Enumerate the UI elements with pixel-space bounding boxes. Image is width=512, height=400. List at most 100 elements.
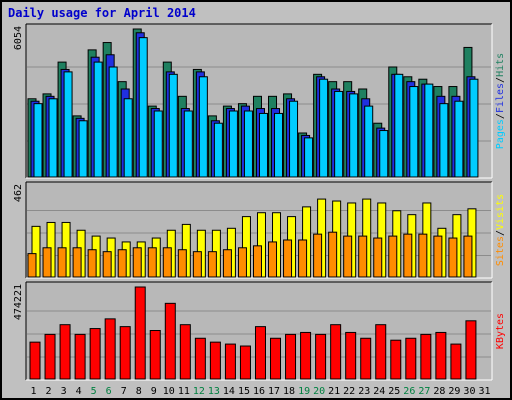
visits-bar-sites [27,253,37,278]
kbytes-bar-kbytes [360,337,372,380]
x-tick-label: 11 [178,386,190,397]
kbytes-bar-kbytes [405,337,417,380]
visits-bar-sites [268,241,278,278]
usage-bar-pages [183,110,193,178]
visits-bar-sites [358,235,368,278]
usage-bar-pages [274,112,284,178]
legend-visits: Visits [495,194,506,230]
kbytes-bar-kbytes [375,324,387,380]
kbytes-bar-kbytes [209,341,221,380]
x-tick-label: 30 [463,386,475,397]
x-tick-label: 18 [283,386,295,397]
x-tick-label: 23 [358,386,370,397]
visits-bar-sites [117,249,127,278]
legend-hits: Hits [495,53,506,77]
visits-bar-sites [207,251,217,278]
usage-bar-pages [78,120,88,178]
visits-panel: 462 Sites/Visits [13,181,506,279]
x-tick-label: 31 [478,386,490,397]
visits-bar-sites [57,247,67,278]
usage-bar-pages [168,73,178,178]
x-tick-label: 9 [151,386,157,397]
kbytes-bar-kbytes [300,331,312,380]
kbytes-panel: 474221 KBytes [13,281,506,381]
visits-bar-sites [328,231,338,278]
legend-sites: Sites [495,236,506,266]
visits-bar-sites [313,233,323,278]
usage-bar-pages [334,90,344,178]
usage-bar-pages [213,122,223,178]
usage-bar-pages [153,110,163,178]
kbytes-bar-kbytes [59,324,71,380]
visits-legend: Sites/Visits [495,194,506,266]
x-tick-label: 19 [298,386,310,397]
usage-bar-pages [454,100,464,178]
x-tick-label: 7 [121,386,127,397]
visits-bar-sites [418,233,428,278]
usage-bar-pages [349,93,359,178]
visits-bar-sites [102,251,112,278]
x-tick-label: 5 [91,386,97,397]
usage-bar-pages [379,130,389,178]
kbytes-bar-kbytes [254,326,266,380]
usage-bar-pages [138,37,148,178]
legend-kbytes: KBytes [495,313,506,349]
usage-panel: 6054 Pages/Files/Hits [13,23,506,179]
usage-bar-pages [198,76,208,178]
chart-title: Daily usage for April 2014 [8,6,196,20]
legend-pages: Pages [495,119,506,149]
x-tick-label: 1 [31,386,37,397]
kbytes-bar-kbytes [89,328,101,380]
visits-bar-sites [298,239,308,278]
visits-bar-sites [252,245,262,278]
usage-bar-pages [258,112,268,178]
visits-bar-sites [403,233,413,278]
usage-bar-pages [228,110,238,178]
x-tick-label: 2 [46,386,52,397]
usage-bar-pages [424,83,434,178]
x-tick-label: 20 [313,386,325,397]
x-tick-label: 26 [403,386,415,397]
usage-bar-pages [439,103,449,178]
usage-bar-pages [243,110,253,178]
usage-bar-pages [394,73,404,178]
visits-bar-sites [42,247,52,278]
visits-bar-sites [87,249,97,278]
kbytes-bar-kbytes [330,324,342,380]
kbytes-bar-kbytes [239,345,251,380]
kbytes-bar-kbytes [74,333,86,380]
kbytes-bar-kbytes [285,333,297,380]
kbytes-bar-kbytes [104,318,116,380]
kbytes-bar-kbytes [435,331,447,380]
kbytes-bar-kbytes [450,343,462,380]
legend-files: Files [495,83,506,113]
kbytes-bar-kbytes [345,331,357,380]
x-tick-label: 15 [238,386,250,397]
visits-bar-sites [162,247,172,278]
x-tick-label: 21 [328,386,340,397]
usage-bar-pages [123,98,133,178]
kbytes-bar-kbytes [194,337,206,380]
x-tick-label: 6 [106,386,112,397]
kbytes-bar-kbytes [134,286,146,380]
x-tick-label: 4 [76,386,82,397]
visits-bar-sites [222,249,232,278]
x-axis-labels: 1 2 3 4 5 6 7 8 9 10 11 12 13 14 15 16 17 18 19 20 21 22 23 24 2… [31,386,491,397]
x-tick-label: 8 [136,386,142,397]
x-tick-label: 3 [61,386,67,397]
x-tick-label: 25 [388,386,400,397]
visits-bar-sites [147,247,157,278]
usage-bar-pages [304,137,314,178]
kbytes-bar-kbytes [149,329,161,380]
kbytes-bar-kbytes [315,333,327,380]
usage-ytick-label: 6054 [13,26,24,50]
x-tick-label: 12 [193,386,205,397]
visits-bar-sites [448,237,458,278]
kbytes-bar-kbytes [29,341,41,380]
visits-bar-sites [463,235,473,278]
kbytes-bar-kbytes [44,333,56,380]
x-tick-label: 17 [268,386,280,397]
usage-bar-pages [289,100,299,178]
kbytes-bar-kbytes [390,339,402,380]
usage-bar-pages [63,71,73,178]
